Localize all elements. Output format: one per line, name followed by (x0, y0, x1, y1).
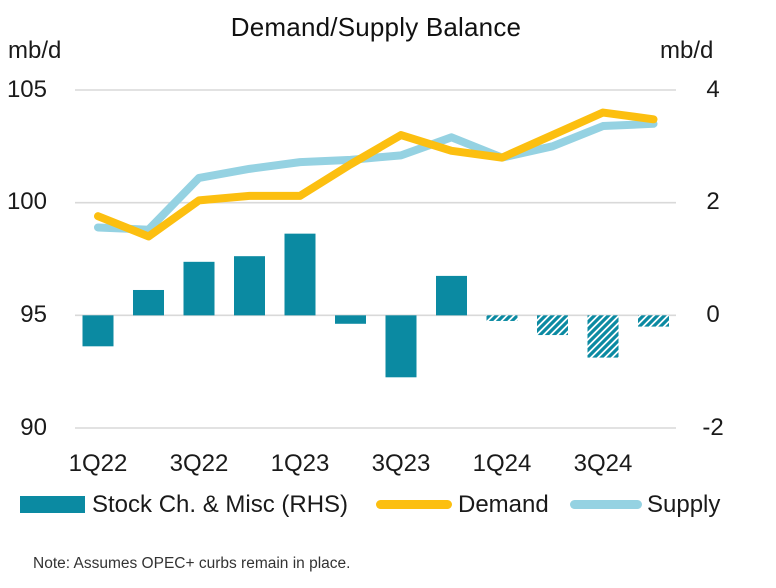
right-axis-tick-2: 2 (706, 188, 720, 215)
demand-line (94, 108, 658, 241)
stock-change-bars (82, 233, 669, 378)
bar (82, 315, 114, 347)
left-axis-tick-95: 95 (20, 301, 47, 328)
bar (385, 315, 417, 378)
x-axis-tick-1q22: 1Q22 (68, 450, 128, 477)
legend-swatch-demand (376, 500, 452, 509)
right-axis-tick-neg2: -2 (702, 414, 724, 441)
bar (234, 256, 265, 316)
bar (133, 289, 164, 316)
chart-title: Demand/Supply Balance (230, 12, 522, 42)
x-axis-tick-1q24: 1Q24 (472, 450, 532, 477)
legend-label-demand: Demand (458, 491, 549, 518)
bar-forecast (638, 315, 669, 327)
legend-swatch-stock (20, 496, 85, 513)
left-axis-tick-90: 90 (20, 414, 47, 441)
bar (335, 315, 366, 324)
bar-forecast (486, 315, 518, 321)
x-axis-tick-1q23: 1Q23 (270, 450, 330, 477)
bar (183, 261, 215, 316)
left-axis-tick-100: 100 (6, 188, 47, 215)
footnote: Note: Assumes OPEC+ curbs remain in plac… (33, 555, 351, 572)
supply-line (94, 119, 658, 234)
bar (436, 275, 467, 316)
right-axis-tick-0: 0 (706, 301, 720, 328)
gridlines (75, 89, 676, 429)
left-axis-unit: mb/d (8, 37, 62, 64)
demand-supply-lines (94, 108, 658, 241)
bar (284, 233, 316, 316)
right-axis-unit: mb/d (660, 37, 714, 64)
x-axis-tick-3q24: 3Q24 (573, 450, 633, 477)
right-axis-tick-4: 4 (706, 76, 720, 103)
legend-label-supply: Supply (647, 491, 721, 518)
x-axis-tick-3q22: 3Q22 (169, 450, 229, 477)
legend-label-stock: Stock Ch. & Misc (RHS) (92, 491, 349, 518)
left-axis-tick-105: 105 (6, 76, 47, 103)
x-axis-tick-3q23: 3Q23 (371, 450, 431, 477)
legend-swatch-supply (570, 500, 642, 509)
bar-forecast (587, 315, 619, 358)
bar-forecast (537, 315, 568, 336)
